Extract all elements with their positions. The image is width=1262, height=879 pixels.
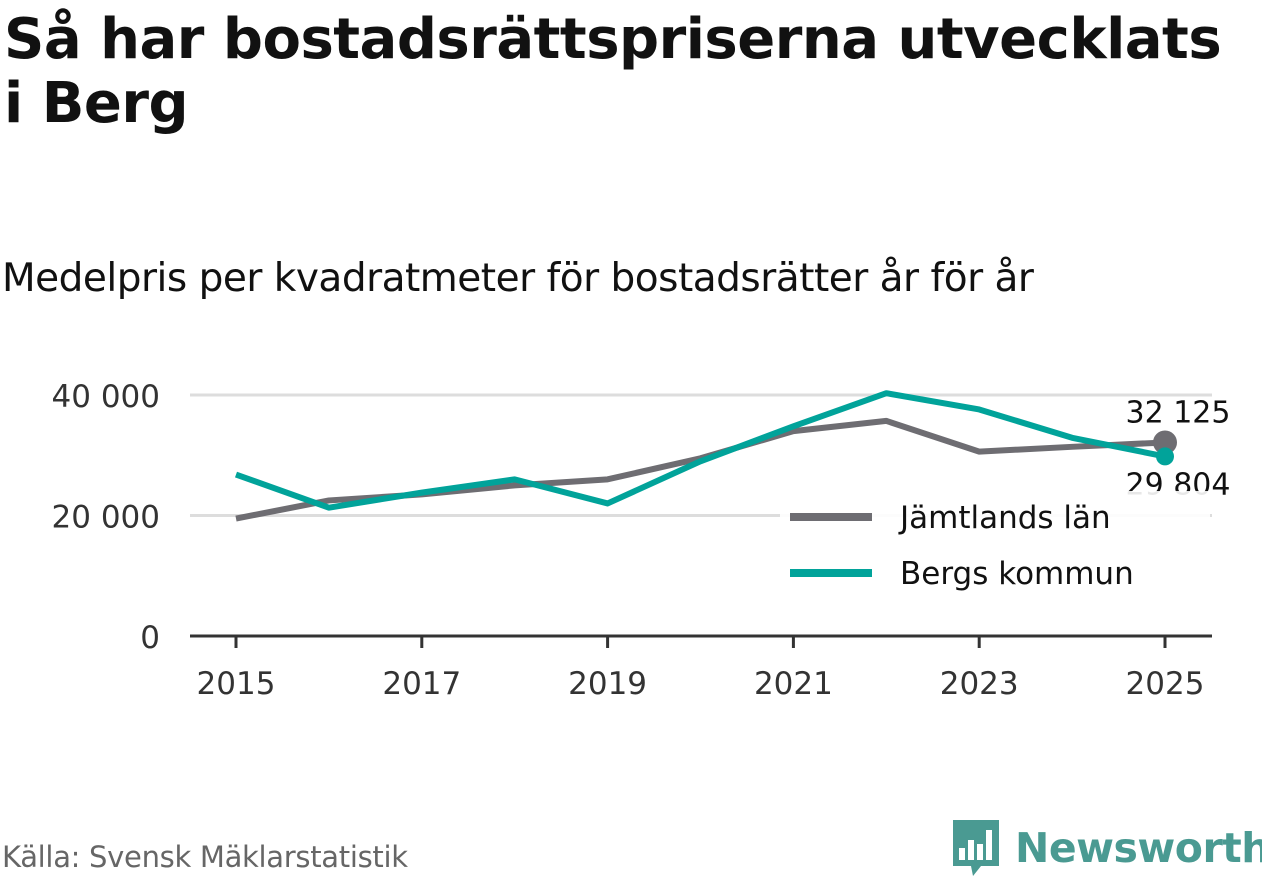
end-point — [1153, 430, 1177, 455]
x-tick-label: 2015 — [197, 666, 276, 702]
end-point — [1156, 447, 1174, 466]
x-tick-label: 2025 — [1126, 666, 1205, 702]
y-tick-label: 20 000 — [52, 500, 160, 536]
chart-title: Så har bostadsrättspriserna utvecklats i… — [4, 7, 1222, 136]
series-line — [234, 390, 1166, 511]
newsworthy-logo-icon — [953, 820, 999, 876]
chart-subtitle: Medelpris per kvadratmeter för bostadsrä… — [2, 256, 1034, 301]
x-tick-label: 2017 — [382, 666, 461, 702]
y-axis: 0 20 000 40 000 — [52, 379, 160, 656]
brand-logo[interactable]: Newsworthy — [951, 818, 1262, 878]
x-tick-label: 2023 — [940, 666, 1019, 702]
legend-label: Jämtlands län — [898, 500, 1111, 536]
y-tick-label: 0 — [140, 620, 160, 656]
y-tick-label: 40 000 — [52, 379, 160, 415]
x-tick-label: 2019 — [568, 666, 647, 702]
source-note: Källa: Svensk Mäklarstatistik — [2, 840, 408, 874]
series — [234, 390, 1177, 522]
legend: Jämtlands län Bergs kommun — [780, 491, 1210, 593]
brand-name: Newsworthy — [1015, 824, 1262, 872]
legend-label: Bergs kommun — [900, 556, 1134, 592]
x-axis: 2015 2017 2019 2021 2023 2025 — [190, 634, 1212, 702]
end-value-label: 32 125 — [1126, 395, 1231, 430]
x-tick-label: 2021 — [754, 666, 833, 702]
